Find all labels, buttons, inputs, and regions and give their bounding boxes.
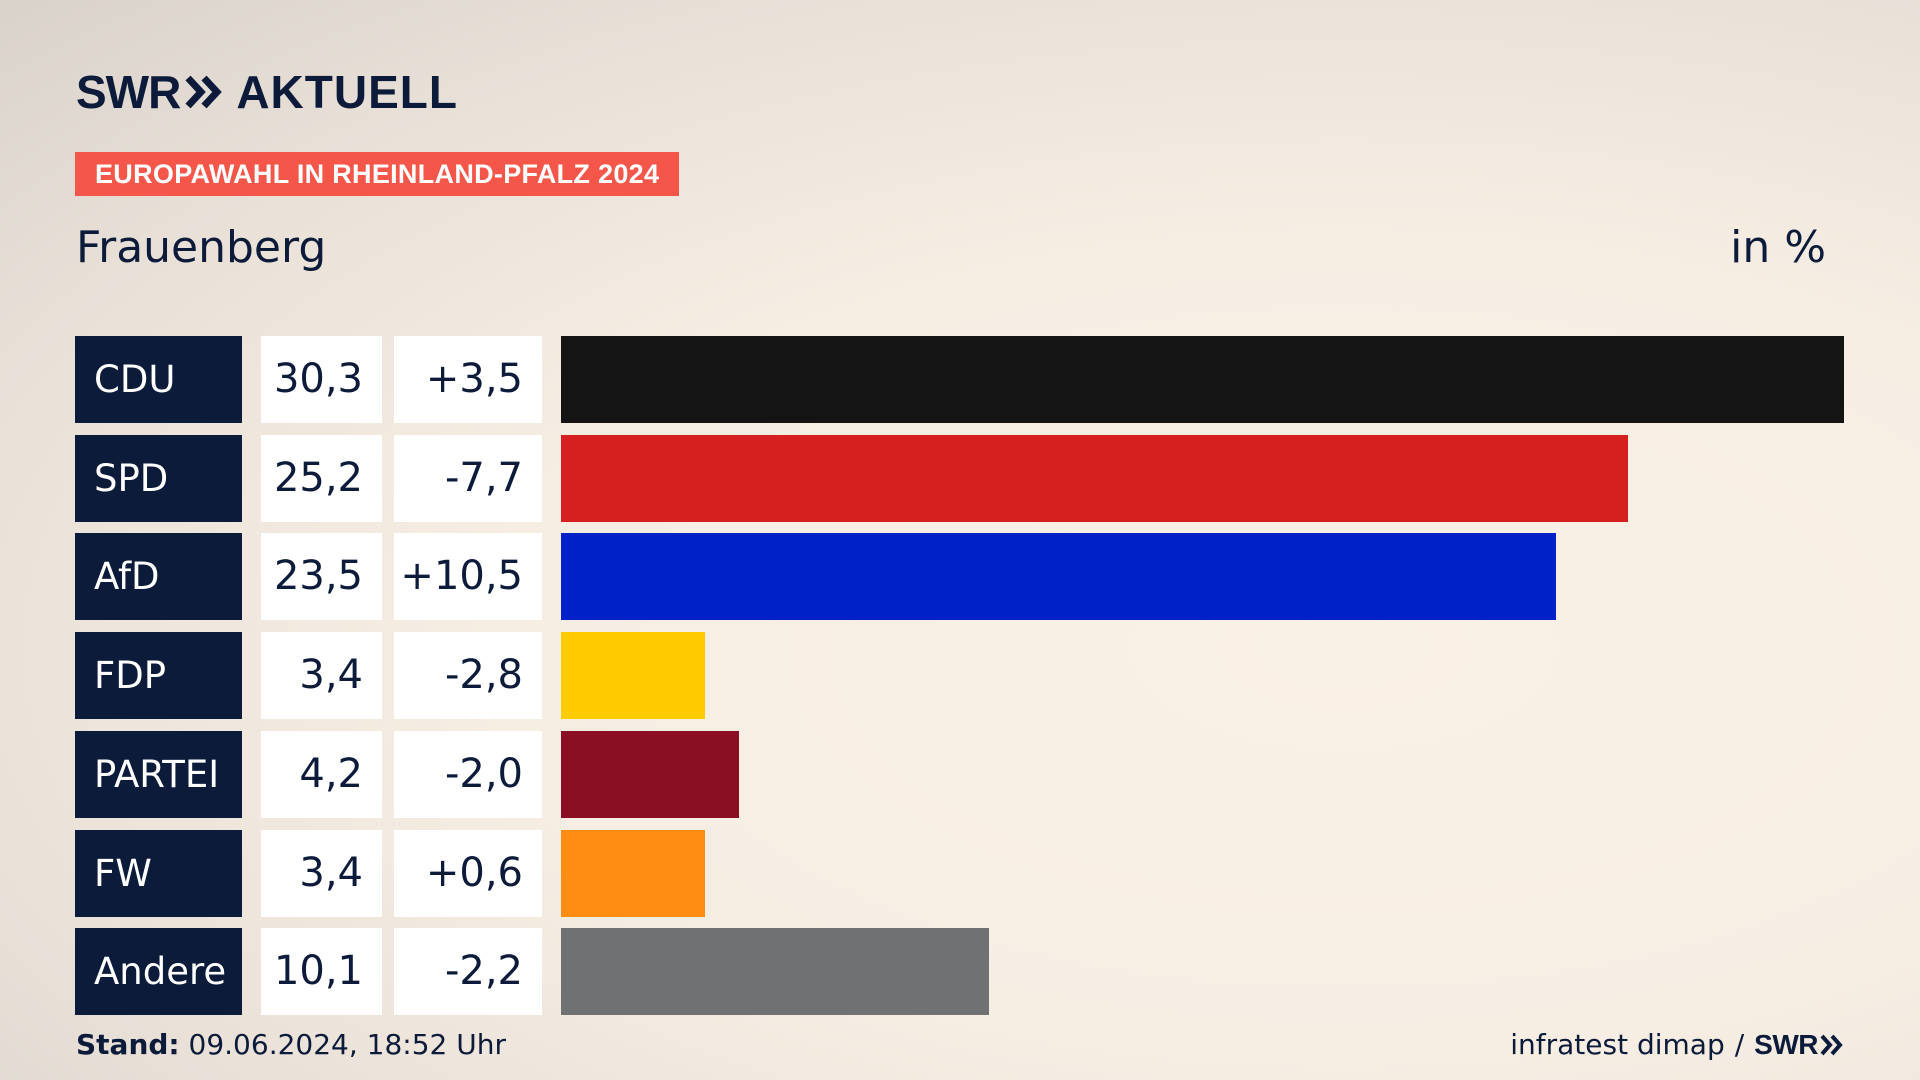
party-label: FW: [75, 829, 242, 917]
logo-aktuell-text: AKTUELL: [236, 66, 458, 118]
bar-afd: [561, 533, 1557, 621]
chart-subtitle: Frauenberg: [76, 222, 327, 273]
party-label: CDU: [75, 336, 242, 423]
result-value: 3,4: [261, 632, 382, 720]
bar-andere: [561, 928, 989, 1016]
bar-cdu: [561, 336, 1844, 423]
election-badge: EUROPAWAHL IN RHEINLAND-PFALZ 2024: [75, 152, 680, 196]
double-chevron-icon: [184, 75, 224, 109]
result-value: 10,1: [261, 928, 382, 1016]
logo-swr-text: SWR: [76, 66, 181, 118]
party-label: Andere: [75, 928, 242, 1016]
result-value: 4,2: [261, 730, 382, 818]
swr-aktuell-logo: SWR AKTUELL: [76, 66, 458, 118]
bar-partei: [561, 730, 739, 818]
result-value: 3,4: [261, 829, 382, 917]
result-value: 23,5: [261, 533, 382, 621]
change-value: -7,7: [394, 434, 542, 522]
bar-spd: [561, 434, 1629, 522]
stand-label: Stand:: [76, 1028, 180, 1061]
bar-fdp: [561, 632, 705, 720]
source-separator: /: [1734, 1028, 1745, 1061]
stand-value: 09.06.2024, 18:52 Uhr: [188, 1028, 506, 1061]
change-value: -2,0: [394, 730, 542, 818]
source-credit: infratest dimap / SWR: [1510, 1028, 1844, 1061]
footer-swr-text: SWR: [1754, 1028, 1818, 1060]
change-value: +3,5: [394, 336, 542, 423]
change-value: -2,2: [394, 928, 542, 1016]
party-label: PARTEI: [75, 730, 242, 818]
timestamp: Stand: 09.06.2024, 18:52 Uhr: [76, 1028, 506, 1061]
party-label: FDP: [75, 632, 242, 720]
bar-fw: [561, 829, 705, 917]
footer-chevron-icon: [1820, 1034, 1844, 1056]
change-value: -2,8: [394, 632, 542, 720]
unit-label: in %: [1730, 222, 1826, 273]
result-value: 30,3: [261, 336, 382, 423]
change-value: +0,6: [394, 829, 542, 917]
result-value: 25,2: [261, 434, 382, 522]
change-value: +10,5: [394, 533, 542, 621]
party-label: SPD: [75, 434, 242, 522]
party-label: AfD: [75, 533, 242, 621]
source-text: infratest dimap: [1510, 1028, 1725, 1061]
